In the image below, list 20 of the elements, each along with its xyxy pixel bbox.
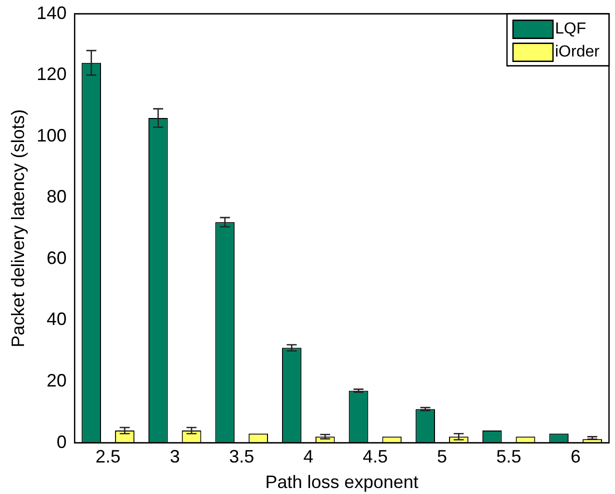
y-tick-label: 140 — [36, 2, 67, 23]
legend-label: iOrder — [555, 44, 600, 61]
y-tick-label: 20 — [46, 370, 67, 390]
y-tick-label: 40 — [46, 309, 67, 330]
y-tick-label: 60 — [46, 248, 67, 268]
x-tick-label: 6 — [570, 446, 581, 467]
x-tick-label: 4 — [303, 446, 314, 467]
y-tick-label: 100 — [36, 125, 67, 146]
x-tick-label: 3.5 — [229, 446, 254, 467]
x-tick-label: 2.5 — [96, 446, 121, 467]
y-tick-label: 0 — [56, 432, 67, 452]
y-tick-label: 120 — [36, 64, 67, 84]
y-axis-title: Packet delivery latency (slots) — [8, 109, 28, 348]
x-axis-title: Path loss exponent — [265, 472, 418, 492]
y-tick-label: 80 — [46, 186, 67, 207]
x-tick-label: 5 — [437, 446, 448, 467]
x-tick-label: 4.5 — [362, 446, 388, 467]
x-tick-label: 5.5 — [496, 446, 522, 467]
legend-label: LQF — [555, 20, 586, 38]
x-tick-label: 3 — [170, 446, 180, 467]
